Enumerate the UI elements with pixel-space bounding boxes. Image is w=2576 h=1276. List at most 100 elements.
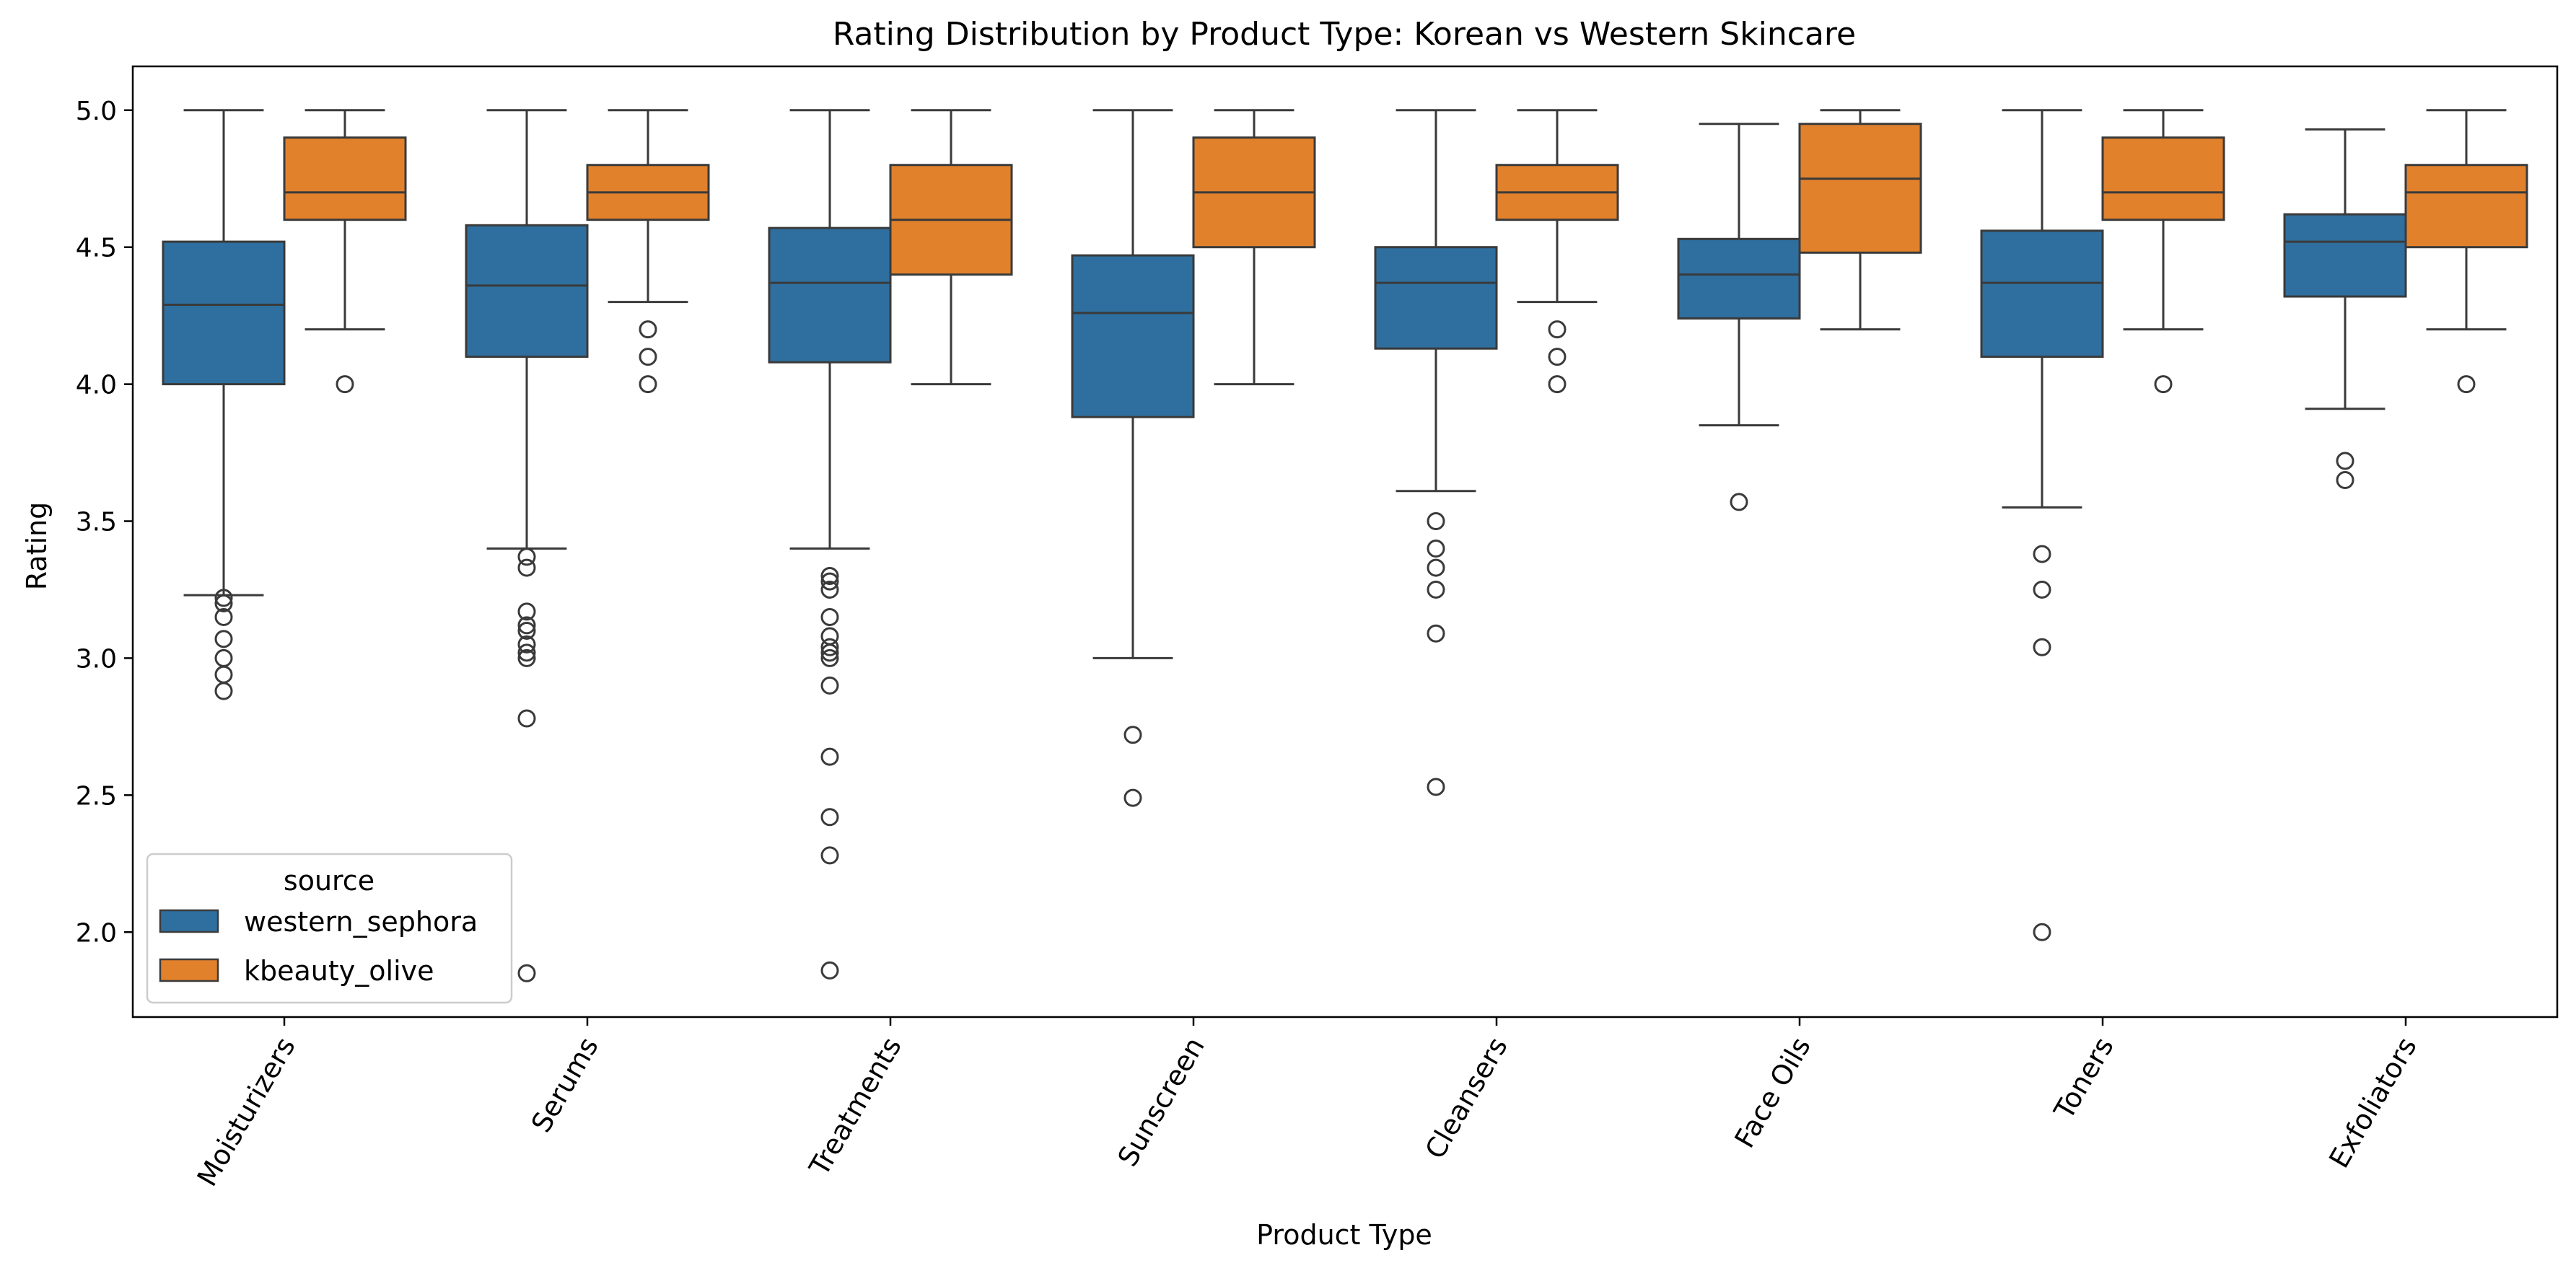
outlier-point (1427, 558, 1445, 577)
box-group (2283, 128, 2407, 490)
outlier-point (820, 580, 839, 599)
box-iqr (1677, 237, 1801, 320)
box-group (2404, 109, 2528, 394)
box-iqr (1071, 254, 1195, 418)
outlier-point (214, 589, 233, 607)
outlier-point (1123, 726, 1142, 744)
outlier-point (214, 594, 233, 612)
outlier-point (1427, 778, 1445, 796)
outlier-point (2154, 375, 2173, 394)
boxes-layer (162, 109, 2528, 982)
y-axis: 2.0 2.5 3.0 3.5 4.0 4.5 5.0 (76, 97, 133, 948)
outlier-point (639, 375, 657, 394)
outlier-point (517, 558, 536, 577)
outlier-point (214, 607, 233, 626)
chart-title: Rating Distribution by Product Type: Kor… (833, 16, 1856, 53)
outlier-point (1123, 788, 1142, 807)
outlier-point (517, 621, 536, 640)
outlier-point (1548, 375, 1567, 394)
y-tick-label: 3.5 (76, 508, 117, 537)
outlier-point (1427, 512, 1445, 531)
box-iqr (2283, 213, 2407, 298)
box-iqr (1980, 229, 2104, 358)
outlier-point (1548, 348, 1567, 366)
outlier-point (820, 638, 839, 656)
y-axis-label: Rating (21, 502, 53, 591)
legend-label-kbeauty-olive: kbeauty_olive (244, 955, 434, 987)
outlier-point (820, 648, 839, 667)
legend-swatch-western-sephora (159, 909, 219, 933)
box-group (465, 109, 589, 982)
box-iqr (465, 224, 589, 358)
outlier-point (820, 846, 839, 865)
outlier-point (639, 320, 657, 339)
box-group (1798, 109, 1922, 331)
outlier-point (517, 547, 536, 566)
box-group (768, 109, 892, 980)
y-tick-label: 2.5 (76, 781, 117, 811)
outlier-point (820, 572, 839, 591)
box-iqr (1798, 123, 1922, 254)
box-iqr (2101, 136, 2225, 221)
x-axis-label: Product Type (1256, 1219, 1432, 1251)
outlier-point (1548, 320, 1567, 339)
outlier-point (2033, 638, 2051, 656)
outlier-point (820, 676, 839, 695)
outlier-point (820, 607, 839, 626)
outlier-point (517, 709, 536, 728)
outlier-point (1427, 624, 1445, 643)
outlier-point (214, 630, 233, 648)
box-iqr (162, 240, 286, 386)
outlier-point (820, 747, 839, 766)
legend-title: source (284, 865, 374, 897)
legend-frame (146, 853, 513, 1004)
box-iqr (2404, 164, 2528, 249)
box-group (1192, 109, 1316, 386)
y-tick-label: 2.0 (76, 918, 117, 948)
y-tick-label: 5.0 (76, 97, 117, 126)
outlier-point (2033, 545, 2051, 563)
legend-swatch-kbeauty-olive (159, 958, 219, 982)
outlier-point (2336, 471, 2354, 490)
y-tick-label: 4.5 (76, 234, 117, 263)
series-kbeauty_olive (283, 109, 2528, 394)
outlier-point (820, 808, 839, 827)
box-group (1495, 109, 1619, 394)
legend-label-western-sephora: western_sephora (244, 906, 478, 938)
box-group (1374, 109, 1498, 796)
outlier-point (820, 961, 839, 980)
outlier-point (517, 964, 536, 982)
box-iqr (283, 136, 407, 221)
outlier-point (1730, 493, 1748, 511)
outlier-point (2033, 580, 2051, 599)
box-group (1677, 123, 1801, 511)
plot-frame (131, 65, 2559, 1018)
outlier-point (517, 616, 536, 635)
box-group (1980, 109, 2104, 941)
box-group (1071, 109, 1195, 807)
outlier-point (1427, 539, 1445, 558)
outlier-point (336, 375, 354, 394)
outlier-point (639, 348, 657, 366)
legend: source western_sephora kbeauty_olive (146, 853, 513, 1004)
box-group (889, 109, 1013, 386)
outlier-point (517, 643, 536, 662)
outlier-point (1427, 580, 1445, 599)
outlier-point (214, 682, 233, 700)
outlier-point (820, 643, 839, 662)
outlier-point (517, 648, 536, 667)
box-group (2101, 109, 2225, 394)
y-tick-label: 4.0 (76, 371, 117, 400)
outlier-point (2457, 375, 2476, 394)
outlier-point (2033, 923, 2051, 941)
box-group (283, 109, 407, 394)
y-tick-label: 3.0 (76, 644, 117, 674)
outlier-point (517, 602, 536, 621)
box-group (162, 109, 286, 700)
series-western_sephora (162, 109, 2407, 982)
box-group (586, 109, 710, 394)
outlier-point (2336, 452, 2354, 470)
outlier-point (820, 566, 839, 585)
